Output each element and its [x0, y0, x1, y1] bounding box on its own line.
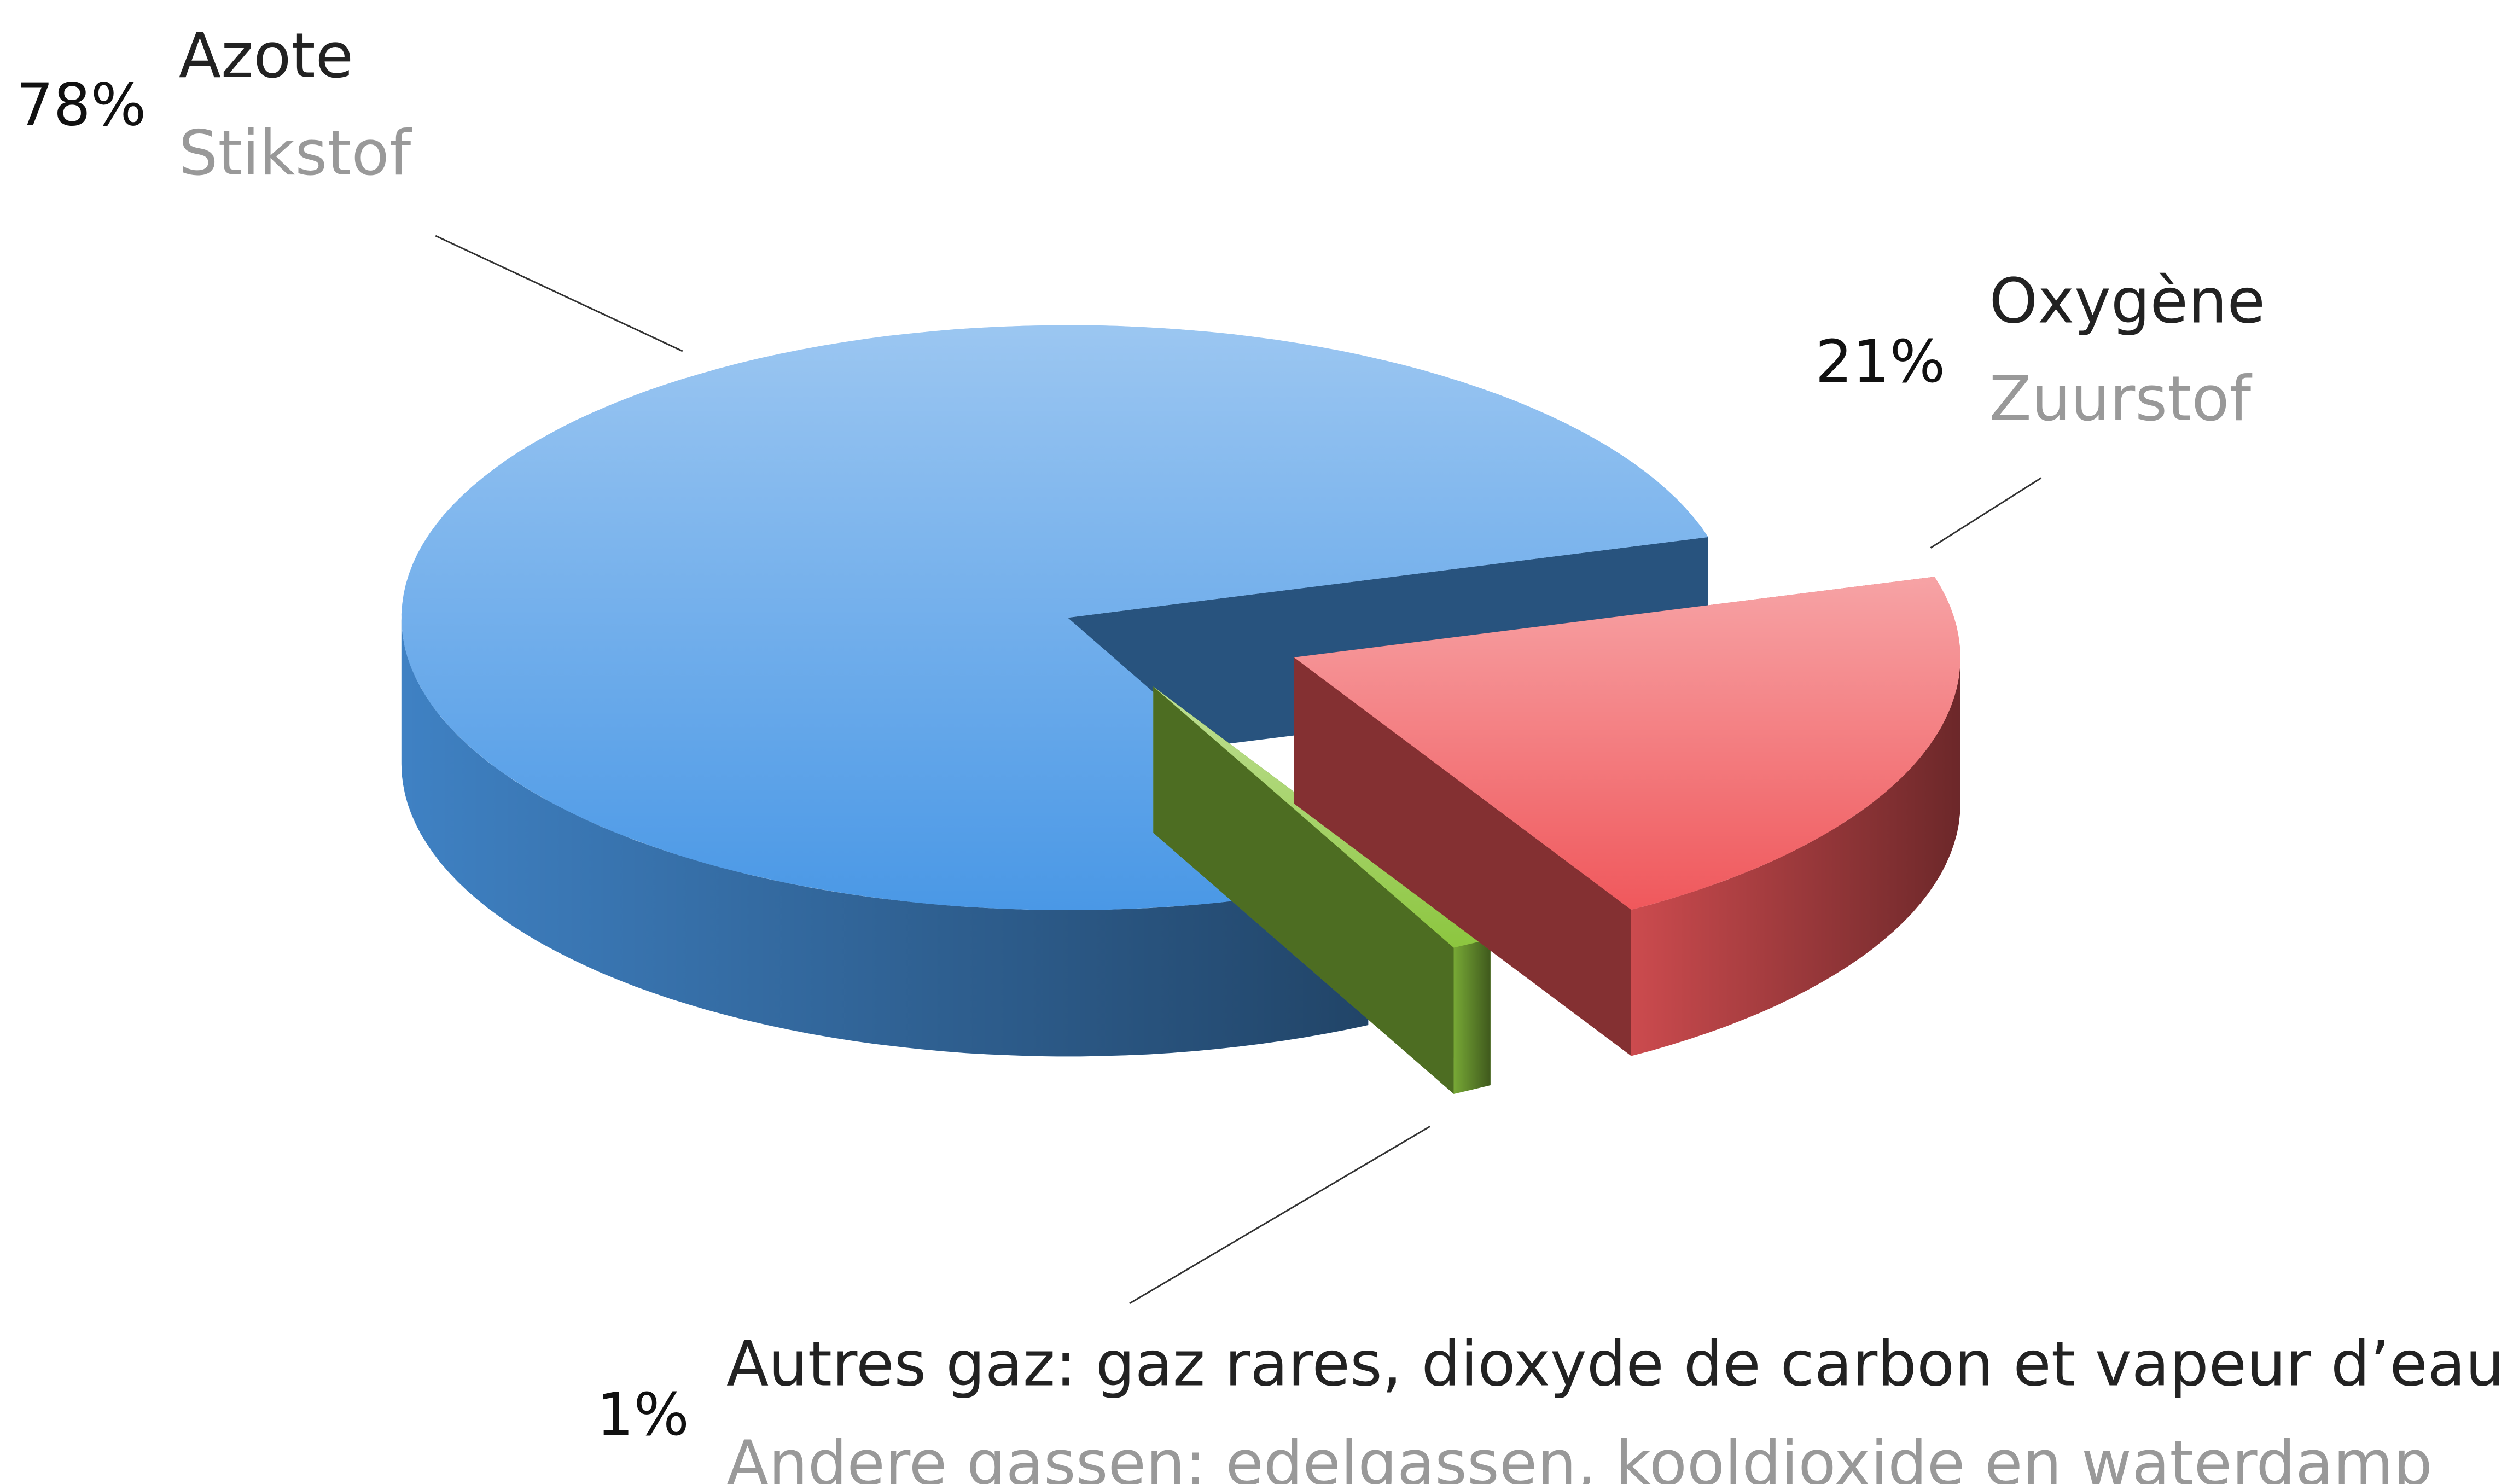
slice-wall-shade — [1631, 657, 1960, 1056]
slice — [1294, 577, 1960, 1056]
translation-label: Andere gassen: edelgassen, kooldioxide e… — [726, 1427, 2433, 1484]
value-label: 1% — [596, 1381, 689, 1449]
leader-line — [435, 235, 683, 352]
category-label: Autres gaz: gaz rares, dioxyde de carbon… — [726, 1328, 2505, 1400]
value-label: 78% — [16, 72, 147, 139]
slice-top-shine — [1294, 577, 1960, 910]
slice-side-shade — [1153, 686, 1454, 1094]
slice-side-shade — [1294, 657, 1632, 1056]
value-label: 21% — [1816, 328, 1946, 396]
slice-wall-shade — [401, 618, 1369, 1057]
category-label: Azote — [179, 20, 353, 92]
translation-label: Stikstof — [179, 117, 412, 189]
slice-top-shine — [401, 325, 1708, 910]
slice-wall-shade — [1453, 939, 1491, 1095]
category-label: Oxygène — [1989, 265, 2265, 337]
slice-side — [1153, 686, 1454, 1094]
slice-side — [1294, 657, 1632, 1056]
leader-line — [1129, 1125, 1431, 1305]
leader-line — [1930, 477, 2042, 549]
translation-label: Zuurstof — [1989, 363, 2252, 435]
